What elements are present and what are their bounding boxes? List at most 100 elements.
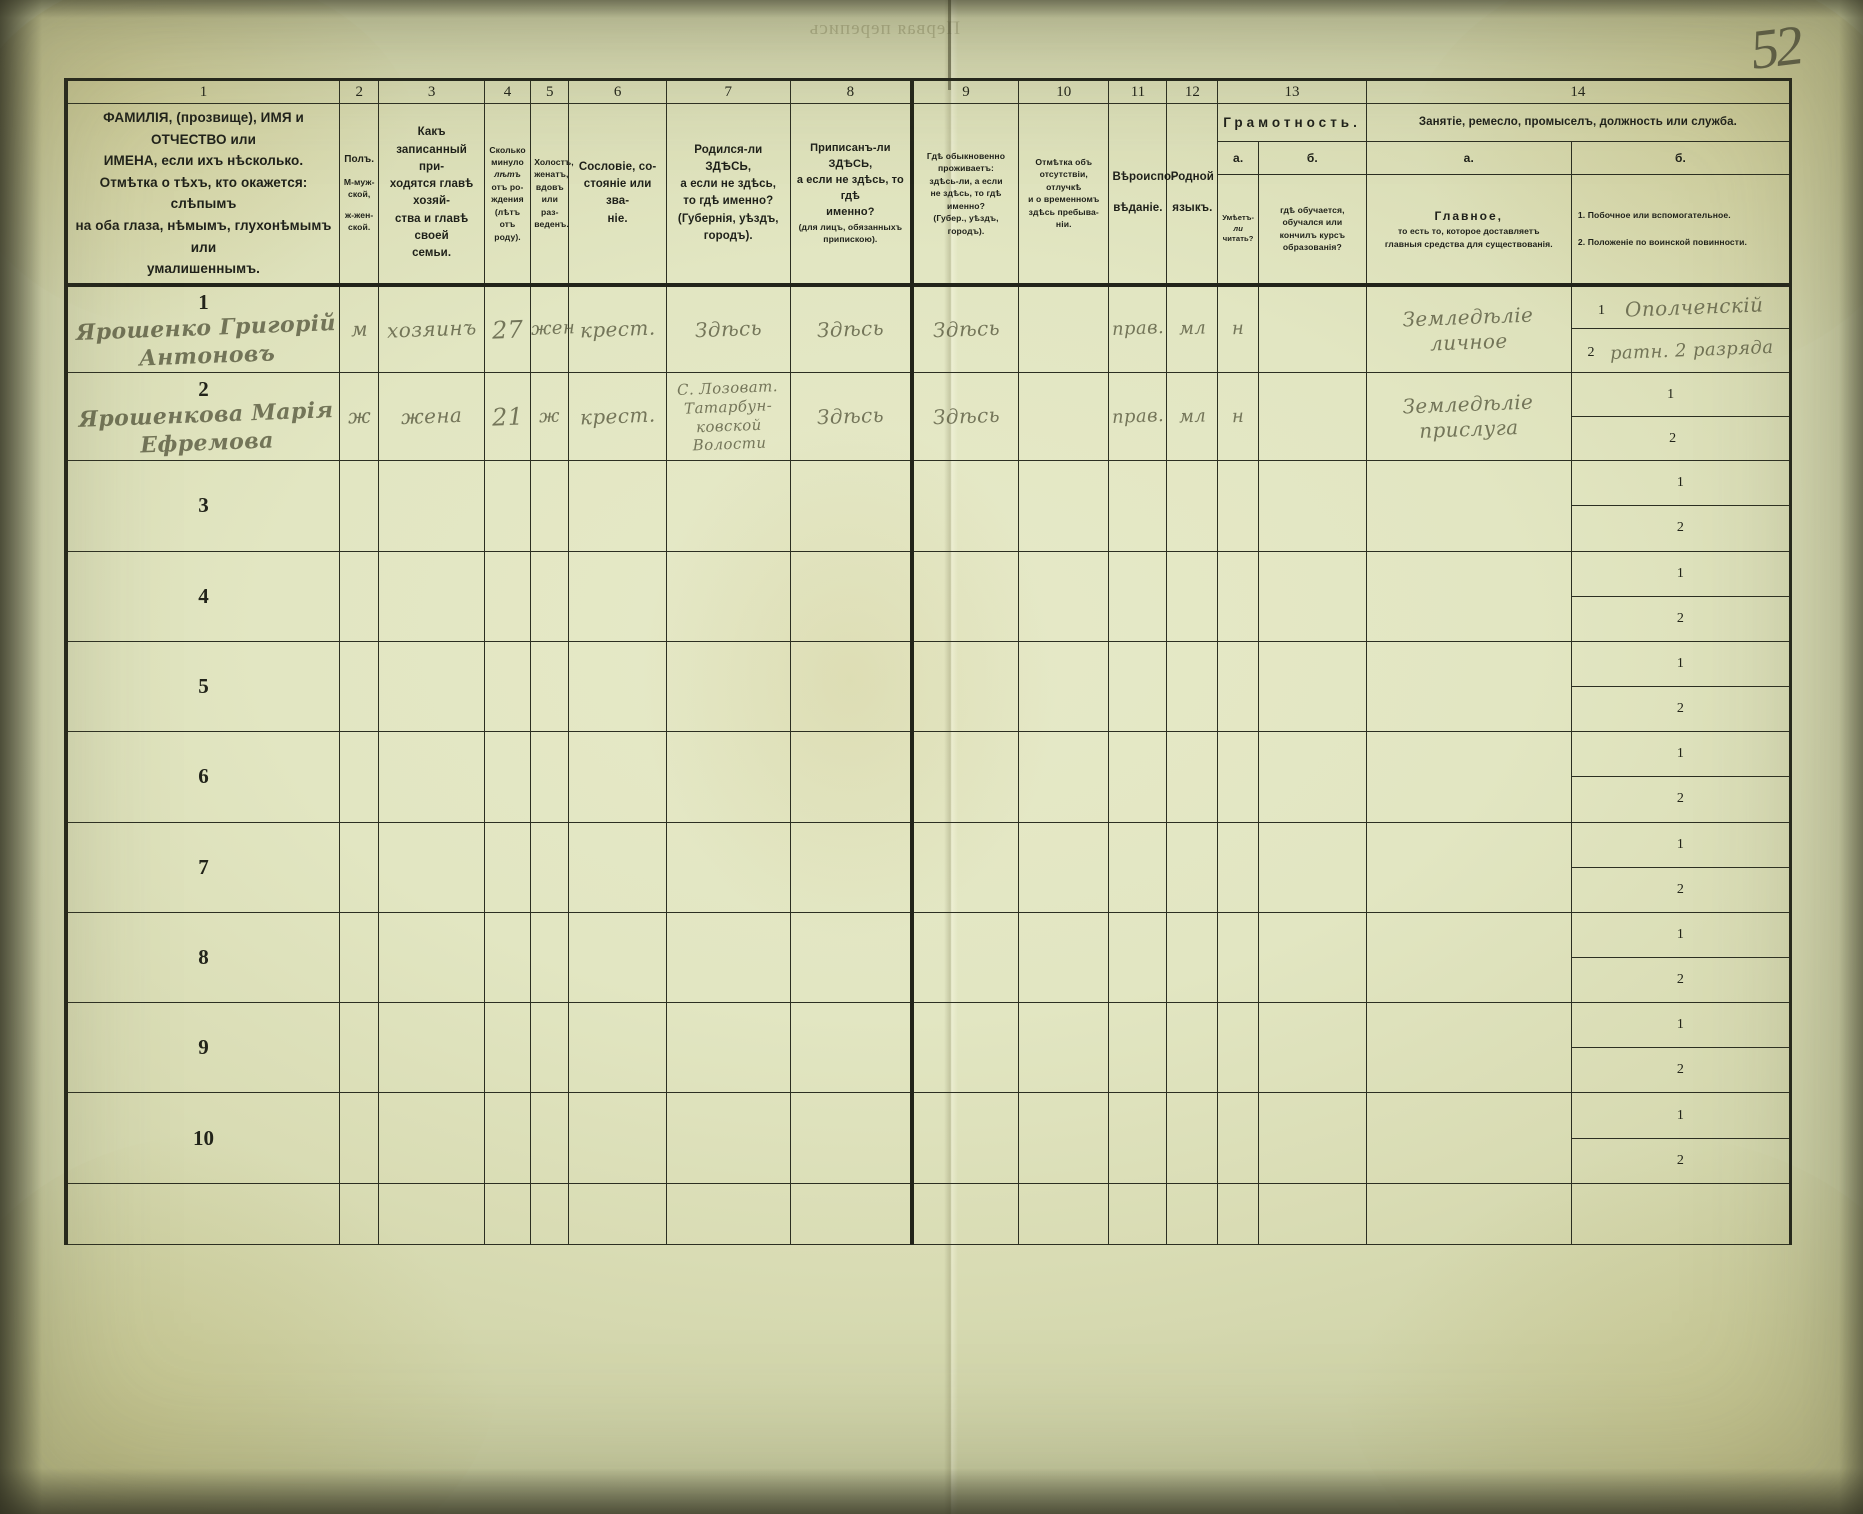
row-1-cell-literacy-b[interactable] [1257,284,1367,374]
row-10-cell-residence[interactable] [911,1092,1020,1184]
row-7-cell-name[interactable]: 7 [64,821,340,913]
row-2-cell-marital[interactable]: ж [530,372,570,462]
row-10-cell-occupation-side[interactable]: 1 [1570,1092,1793,1139]
row-3-cell-sex[interactable] [338,460,380,552]
row-10-cell-sex[interactable] [338,1092,380,1184]
row-3-cell-literacy-b[interactable] [1257,460,1367,552]
row-5-cell-literacy-b[interactable] [1257,640,1367,733]
row-1-cell-relation[interactable]: хозяинъ [378,284,485,374]
row-3-cell-absence[interactable] [1018,460,1110,552]
row-7-cell-military[interactable]: 2 [1570,866,1793,913]
row-10-cell-estate[interactable] [568,1092,667,1184]
row-6-cell-absence[interactable] [1018,731,1110,823]
row-2-cell-literacy-a[interactable]: н [1217,372,1259,462]
row-10-cell-literacy-b[interactable] [1257,1092,1367,1184]
row-8-cell-relation[interactable] [378,911,485,1004]
row-6-cell-language[interactable] [1166,731,1219,823]
row-3-cell-residence[interactable] [911,460,1020,552]
row-5-cell-residence[interactable] [911,640,1020,733]
row-4-cell-literacy-b[interactable] [1257,550,1367,642]
row-2-cell-age[interactable]: 21 [483,372,532,462]
row-5-cell-literacy-a[interactable] [1217,640,1259,733]
row-9-cell-religion[interactable] [1108,1002,1168,1094]
row-4-cell-occupation-main[interactable] [1365,550,1572,642]
row-10-cell-relation[interactable] [378,1092,485,1184]
row-1-cell-sex[interactable]: м [338,284,380,374]
row-3-cell-estate[interactable] [568,460,667,552]
table-row[interactable]: 2 Ярошенкова Марія Ефремова ж жена 21 ж … [64,372,1793,462]
row-1-cell-estate[interactable]: крест. [568,284,667,374]
row-6-cell-relation[interactable] [378,731,485,823]
row-2-cell-military[interactable]: 2 [1570,416,1793,462]
row-7-cell-literacy-a[interactable] [1217,821,1259,913]
row-9-cell-sex[interactable] [338,1002,380,1094]
row-2-cell-registered[interactable]: Здѣсь [789,372,914,462]
row-2-cell-birthplace[interactable]: С. Лозоват. Татарбун- ковской Волости [665,372,791,462]
row-2-cell-language[interactable]: мл [1166,372,1219,462]
row-9-cell-marital[interactable] [530,1002,570,1094]
row-8-cell-estate[interactable] [568,911,667,1004]
row-3-cell-marital[interactable] [530,460,570,552]
row-7-cell-occupation-side[interactable]: 1 [1570,821,1793,868]
row-9-cell-relation[interactable] [378,1002,485,1094]
row-3-cell-name[interactable]: 3 [64,460,340,552]
row-5-cell-occupation-side[interactable]: 1 [1570,640,1793,688]
row-6-cell-age[interactable] [483,731,532,823]
row-8-cell-literacy-b[interactable] [1257,911,1367,1004]
row-8-cell-name[interactable]: 8 [64,911,340,1004]
row-8-cell-occupation-main[interactable] [1365,911,1572,1004]
row-3-cell-occupation-main[interactable] [1365,460,1572,552]
row-6-cell-marital[interactable] [530,731,570,823]
row-6-cell-military[interactable]: 2 [1570,776,1793,823]
row-4-cell-estate[interactable] [568,550,667,642]
table-row[interactable]: 1 Ярошенко Григорій Антоновъ м хозяинъ 2… [64,284,1793,374]
row-1-cell-literacy-a[interactable]: н [1217,284,1259,374]
row-9-cell-registered[interactable] [789,1002,914,1094]
row-4-cell-language[interactable] [1166,550,1219,642]
row-4-cell-occupation-side[interactable]: 1 [1570,550,1793,597]
row-1-cell-military[interactable]: 2 ратн. 2 разряда [1570,328,1793,374]
row-5-cell-estate[interactable] [568,640,667,733]
row-9-cell-language[interactable] [1166,1002,1219,1094]
row-5-cell-religion[interactable] [1108,640,1168,733]
row-3-cell-age[interactable] [483,460,532,552]
row-7-cell-estate[interactable] [568,821,667,913]
row-9-cell-name[interactable]: 9 [64,1002,340,1094]
table-row-sub[interactable]: 2 [66,1047,1793,1094]
row-1-cell-religion[interactable]: прав. [1108,284,1168,374]
table-row-sub[interactable]: 2 [66,505,1793,552]
row-4-cell-religion[interactable] [1108,550,1168,642]
row-6-cell-occupation-side[interactable]: 1 [1570,731,1793,778]
row-9-cell-absence[interactable] [1018,1002,1110,1094]
row-1-cell-registered[interactable]: Здѣсь [789,284,914,374]
row-4-cell-relation[interactable] [378,550,485,642]
row-6-cell-estate[interactable] [568,731,667,823]
row-5-cell-absence[interactable] [1018,640,1110,733]
row-6-cell-religion[interactable] [1108,731,1168,823]
row-3-cell-religion[interactable] [1108,460,1168,552]
row-8-cell-absence[interactable] [1018,911,1110,1004]
row-5-cell-age[interactable] [483,640,532,733]
row-1-cell-marital[interactable]: жен [530,284,576,374]
row-8-cell-age[interactable] [483,911,532,1004]
row-10-cell-age[interactable] [483,1092,532,1184]
row-9-cell-age[interactable] [483,1002,532,1094]
row-10-cell-literacy-a[interactable] [1217,1092,1259,1184]
row-4-cell-residence[interactable] [911,550,1020,642]
row-4-cell-registered[interactable] [789,550,914,642]
row-1-cell-birthplace[interactable]: Здѣсь [665,284,791,374]
row-5-cell-relation[interactable] [378,640,485,733]
row-1-cell-occupation-main[interactable]: Земледѣліе личное [1365,284,1572,374]
row-6-cell-sex[interactable] [338,731,380,823]
row-3-cell-birthplace[interactable] [665,460,791,552]
row-7-cell-marital[interactable] [530,821,570,913]
row-9-cell-literacy-b[interactable] [1257,1002,1367,1094]
row-9-cell-military[interactable]: 2 [1570,1047,1793,1094]
row-7-cell-birthplace[interactable] [665,821,791,913]
row-8-cell-sex[interactable] [338,911,380,1004]
row-1-cell-occupation-side[interactable]: 1 Ополченскій [1570,284,1793,330]
